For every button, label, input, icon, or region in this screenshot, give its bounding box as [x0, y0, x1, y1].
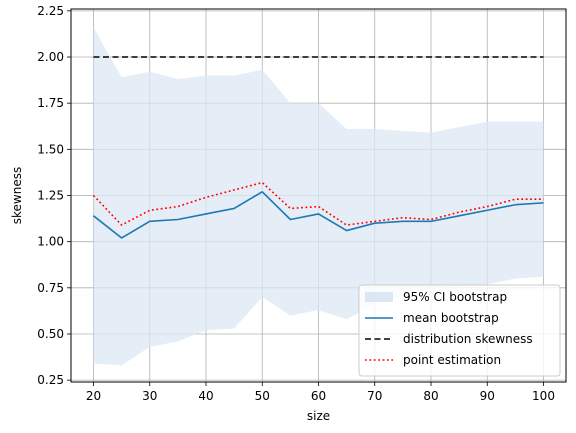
- x-tick-label: 50: [255, 389, 270, 403]
- series-layer: [92, 56, 544, 239]
- legend-label-mean-bootstrap: mean bootstrap: [403, 311, 499, 325]
- x-tick-label: 70: [367, 389, 382, 403]
- ci-band-layer: [93, 27, 544, 366]
- legend-box: [358, 284, 561, 377]
- legend: 95% CI bootstrap mean bootstrap distributi…: [358, 284, 561, 377]
- y-tick-label: 1.25: [37, 189, 64, 203]
- x-tick-label: 40: [198, 389, 213, 403]
- y-tick-label: 0.25: [37, 373, 64, 387]
- x-tick-label: 20: [86, 389, 101, 403]
- y-axis-label: skewness: [10, 167, 24, 224]
- y-tick-label: 0.50: [37, 327, 64, 341]
- tick-layer: 20 30 40 50 60 70 80 90 100 0.25 0.50 0.75 1.00 1.25 1…: [37, 4, 555, 403]
- x-axis-label: size: [307, 409, 330, 423]
- y-tick-label: 1.75: [37, 96, 64, 110]
- legend-items: 95% CI bootstrap mean bootstrap distributi…: [365, 290, 533, 367]
- legend-label-95-ci-bootstrap: 95% CI bootstrap: [403, 290, 507, 304]
- legend-label-distribution-skewness: distribution skewness: [403, 332, 533, 346]
- x-tick-label: 100: [532, 389, 555, 403]
- y-tick-label: 1.50: [37, 142, 64, 156]
- x-tick-label: 90: [480, 389, 495, 403]
- legend-label-point-estimation: point estimation: [403, 353, 501, 367]
- series-line-mean-bootstrap: [93, 191, 544, 239]
- y-tick-label: 2.25: [37, 4, 64, 18]
- y-tick-label: 0.75: [37, 281, 64, 295]
- ci-band-area: [93, 27, 544, 366]
- y-tick-label: 1.00: [37, 235, 64, 249]
- x-tick-label: 60: [311, 389, 326, 403]
- y-tick-label: 2.00: [37, 50, 64, 64]
- x-tick-label: 80: [423, 389, 438, 403]
- legend-swatch-95-ci-bootstrap: [365, 292, 393, 302]
- x-tick-label: 30: [142, 389, 157, 403]
